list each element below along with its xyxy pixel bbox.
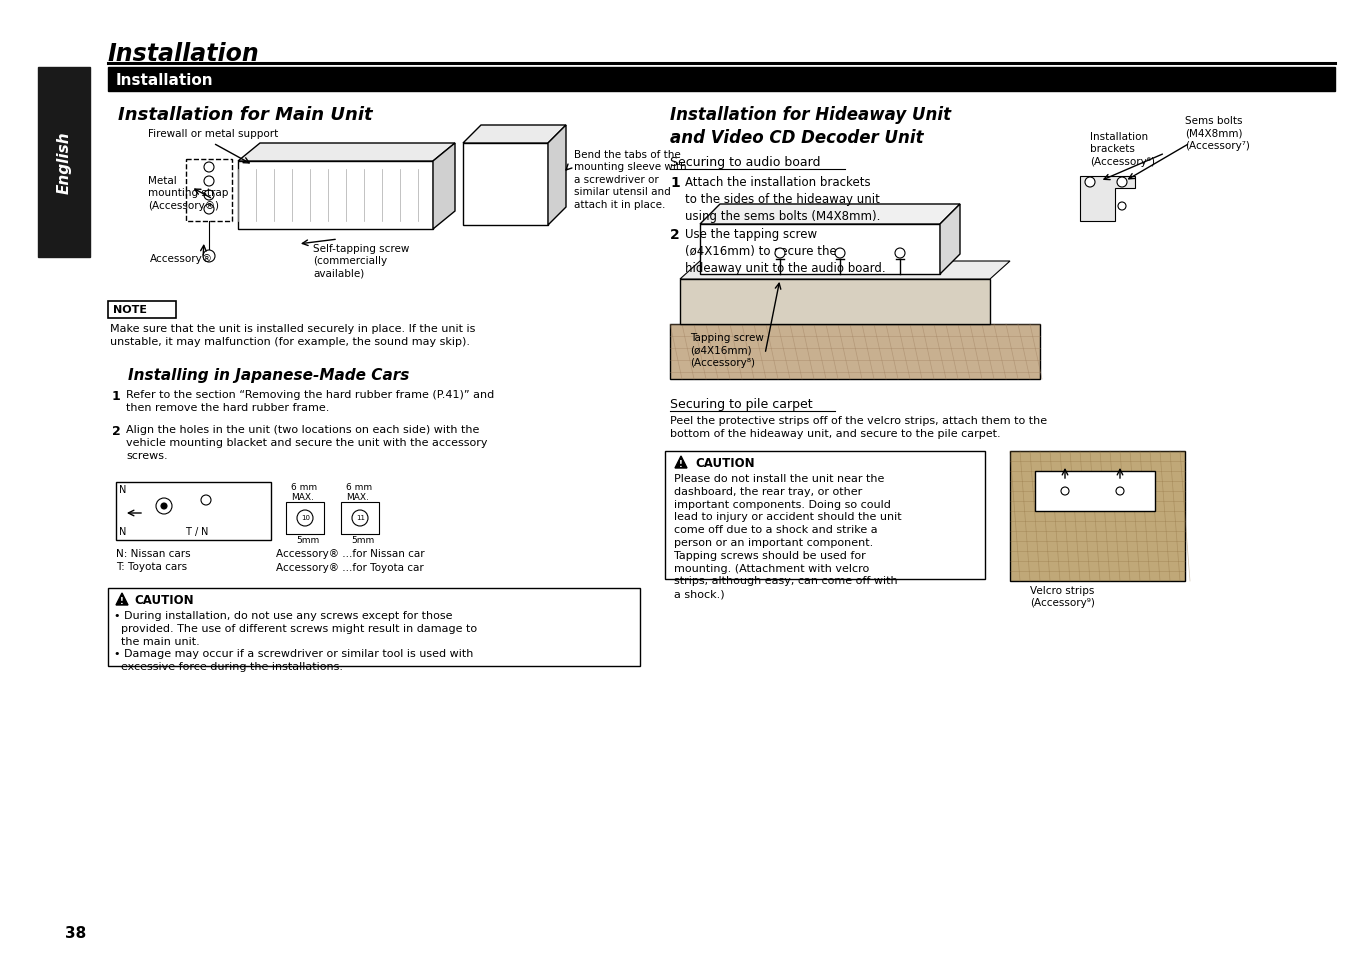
Bar xyxy=(108,302,176,318)
Bar xyxy=(670,325,1040,379)
Circle shape xyxy=(204,163,213,172)
Circle shape xyxy=(155,498,172,515)
Text: 38: 38 xyxy=(65,925,86,940)
Bar xyxy=(1011,452,1185,581)
Text: Self-tapping screw
(commercially
available): Self-tapping screw (commercially availab… xyxy=(313,244,409,278)
Text: !: ! xyxy=(680,459,684,469)
Text: 5mm: 5mm xyxy=(296,536,319,544)
Circle shape xyxy=(203,251,215,263)
Bar xyxy=(186,160,232,222)
Text: Bend the tabs of the
mounting sleeve with
a screwdriver or
similar utensil and
a: Bend the tabs of the mounting sleeve wit… xyxy=(574,150,686,210)
Polygon shape xyxy=(680,280,990,325)
Text: /: / xyxy=(195,526,199,537)
Polygon shape xyxy=(549,126,566,226)
Text: Securing to audio board: Securing to audio board xyxy=(670,156,820,169)
Text: T: T xyxy=(185,526,190,537)
Text: N: Nissan cars
T: Toyota cars: N: Nissan cars T: Toyota cars xyxy=(116,548,190,572)
Text: Installing in Japanese-Made Cars: Installing in Japanese-Made Cars xyxy=(128,368,409,382)
Bar xyxy=(38,68,91,257)
Circle shape xyxy=(201,496,211,505)
Text: Accessory®: Accessory® xyxy=(150,253,213,264)
Text: CAUTION: CAUTION xyxy=(694,456,755,470)
Text: Securing to pile carpet: Securing to pile carpet xyxy=(670,397,812,411)
Text: Installation for Hideaway Unit
and Video CD Decoder Unit: Installation for Hideaway Unit and Video… xyxy=(670,106,951,147)
Polygon shape xyxy=(434,144,455,230)
Text: N: N xyxy=(201,526,208,537)
Polygon shape xyxy=(238,144,455,162)
Circle shape xyxy=(297,511,313,526)
Polygon shape xyxy=(676,456,688,469)
Polygon shape xyxy=(700,225,940,274)
Polygon shape xyxy=(700,205,961,225)
Text: Accessory® ...for Nissan car: Accessory® ...for Nissan car xyxy=(276,548,424,558)
Text: English: English xyxy=(57,132,72,194)
Polygon shape xyxy=(680,262,1011,280)
Text: Accessory® ...for Toyota car: Accessory® ...for Toyota car xyxy=(276,562,424,573)
Text: Align the holes in the unit (two locations on each side) with the
vehicle mounti: Align the holes in the unit (two locatio… xyxy=(126,424,488,461)
Text: 2: 2 xyxy=(112,424,120,437)
Text: Tapping screw
(ø4X16mm)
(Accessory⁸): Tapping screw (ø4X16mm) (Accessory⁸) xyxy=(690,333,763,368)
Text: 1: 1 xyxy=(670,175,680,190)
Text: Please do not install the unit near the
dashboard, the rear tray, or other
impor: Please do not install the unit near the … xyxy=(674,474,901,598)
Polygon shape xyxy=(238,162,434,230)
Text: N: N xyxy=(119,484,127,495)
Text: N: N xyxy=(119,526,127,537)
Bar xyxy=(665,452,985,579)
Bar xyxy=(1035,472,1155,512)
Circle shape xyxy=(204,205,213,214)
Text: CAUTION: CAUTION xyxy=(134,594,193,606)
Circle shape xyxy=(161,503,168,510)
Circle shape xyxy=(1085,178,1096,188)
Circle shape xyxy=(353,511,367,526)
Text: 1: 1 xyxy=(112,390,120,402)
Circle shape xyxy=(204,191,213,201)
Text: Installation: Installation xyxy=(116,73,213,88)
Text: Use the tapping screw
(ø4X16mm) to secure the
hideaway unit to the audio board.: Use the tapping screw (ø4X16mm) to secur… xyxy=(685,228,886,274)
Circle shape xyxy=(775,249,785,258)
Text: 2: 2 xyxy=(670,228,680,242)
Circle shape xyxy=(1116,488,1124,496)
Text: Make sure that the unit is installed securely in place. If the unit is
unstable,: Make sure that the unit is installed sec… xyxy=(109,324,476,347)
Bar xyxy=(286,502,324,535)
Polygon shape xyxy=(463,144,549,226)
Text: Refer to the section “Removing the hard rubber frame (P.41)” and
then remove the: Refer to the section “Removing the hard … xyxy=(126,390,494,413)
Bar xyxy=(116,482,272,540)
Text: Metal
mounting strap
(Accessory®): Metal mounting strap (Accessory®) xyxy=(149,175,228,211)
Text: 10: 10 xyxy=(301,515,309,520)
Text: Installation
brackets
(Accessory⁶): Installation brackets (Accessory⁶) xyxy=(1090,132,1155,167)
Circle shape xyxy=(835,249,844,258)
Text: Installation for Main Unit: Installation for Main Unit xyxy=(118,106,373,124)
Circle shape xyxy=(204,177,213,187)
Circle shape xyxy=(1061,488,1069,496)
Text: Peel the protective strips off of the velcro strips, attach them to the
bottom o: Peel the protective strips off of the ve… xyxy=(670,416,1047,438)
Bar xyxy=(108,588,640,666)
Text: Velcro strips
(Accessory⁹): Velcro strips (Accessory⁹) xyxy=(1029,585,1094,608)
Text: Attach the installation brackets
to the sides of the hideaway unit
using the sem: Attach the installation brackets to the … xyxy=(685,175,881,223)
Bar xyxy=(340,502,380,535)
Text: 6 mm
MAX.: 6 mm MAX. xyxy=(346,482,372,502)
Text: Firewall or metal support: Firewall or metal support xyxy=(149,129,278,139)
Text: 11: 11 xyxy=(357,515,365,520)
Text: • During installation, do not use any screws except for those
  provided. The us: • During installation, do not use any sc… xyxy=(113,610,477,672)
Polygon shape xyxy=(463,126,566,144)
Bar xyxy=(108,68,1335,91)
Circle shape xyxy=(894,249,905,258)
Text: Installation: Installation xyxy=(108,42,259,66)
Circle shape xyxy=(1117,178,1127,188)
Polygon shape xyxy=(940,205,961,274)
Polygon shape xyxy=(1079,177,1135,222)
Polygon shape xyxy=(116,594,128,605)
Text: 6 mm
MAX.: 6 mm MAX. xyxy=(290,482,317,502)
Text: 5mm: 5mm xyxy=(351,536,374,544)
Text: NOTE: NOTE xyxy=(113,305,147,314)
Text: Sems bolts
(M4X8mm)
(Accessory⁷): Sems bolts (M4X8mm) (Accessory⁷) xyxy=(1185,116,1250,151)
Circle shape xyxy=(1119,203,1125,211)
Text: !: ! xyxy=(120,597,124,606)
